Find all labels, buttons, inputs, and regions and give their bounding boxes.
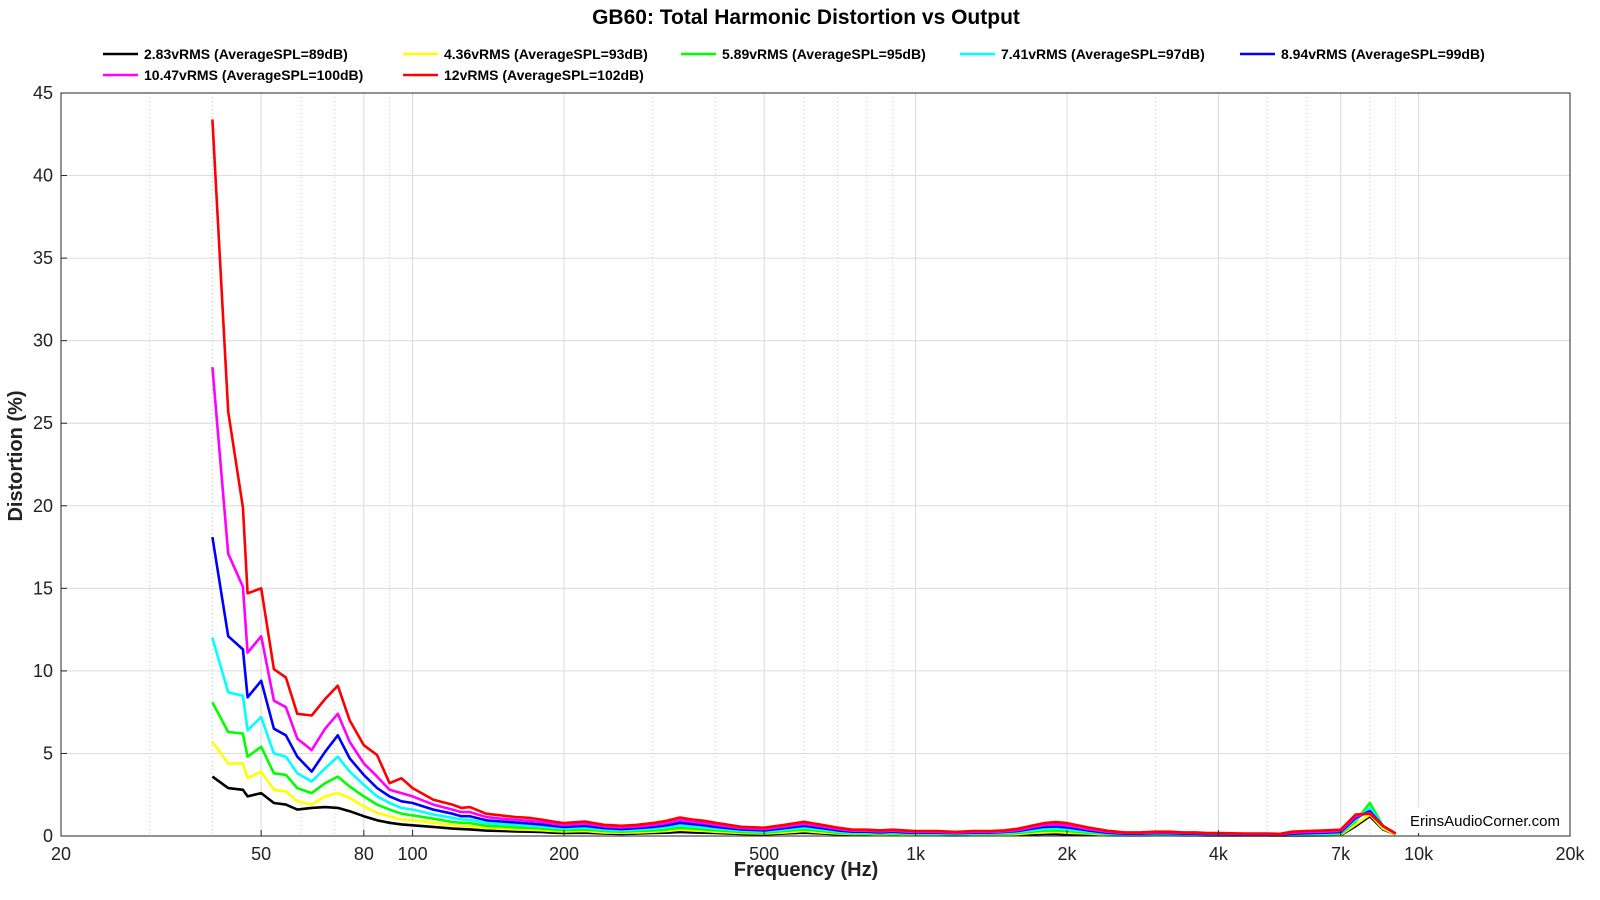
legend-item: 10.47vRMS (AverageSPL=100dB): [103, 67, 363, 83]
legend-label: 4.36vRMS (AverageSPL=93dB): [444, 46, 648, 62]
x-tick-label: 1k: [906, 844, 926, 864]
x-axis-label: Frequency (Hz): [734, 859, 878, 881]
legend-label: 7.41vRMS (AverageSPL=97dB): [1001, 46, 1205, 62]
legend-label: 12vRMS (AverageSPL=102dB): [444, 67, 644, 83]
legend-label: 5.89vRMS (AverageSPL=95dB): [722, 46, 926, 62]
legend-label: 10.47vRMS (AverageSPL=100dB): [144, 67, 363, 83]
series-line-7: [211, 119, 1397, 836]
x-tick-label: 500: [749, 844, 779, 864]
y-tick-label: 10: [33, 661, 53, 681]
x-tick-label: 200: [549, 844, 579, 864]
y-tick-label: 35: [33, 248, 53, 268]
legend-label: 8.94vRMS (AverageSPL=99dB): [1281, 46, 1485, 62]
y-tick-label: 45: [33, 83, 53, 103]
x-tick-label: 50: [251, 844, 271, 864]
legend-item: 12vRMS (AverageSPL=102dB): [403, 67, 644, 83]
watermark-text: ErinsAudioCorner.com: [1410, 813, 1560, 830]
x-axis-ticks: 20 50 80 100 200 500 1k 2k 4k 7k 10k 20k: [51, 830, 1586, 864]
chart-title: GB60: Total Harmonic Distortion vs Outpu…: [592, 6, 1020, 29]
plot-frame: [60, 92, 1571, 837]
series-layer: [211, 119, 1397, 838]
y-axis-label: Distortion (%): [5, 390, 27, 521]
major-grid: [61, 93, 1570, 836]
legend-item: 8.94vRMS (AverageSPL=99dB): [1240, 46, 1485, 62]
legend-label: 2.83vRMS (AverageSPL=89dB): [144, 46, 348, 62]
legend-item: 2.83vRMS (AverageSPL=89dB): [103, 46, 348, 62]
x-tick-label: 20: [51, 844, 71, 864]
x-tick-label: 100: [398, 844, 428, 864]
y-tick-label: 5: [43, 743, 53, 763]
y-tick-label: 30: [33, 331, 53, 351]
legend-item: 4.36vRMS (AverageSPL=93dB): [403, 46, 648, 62]
x-tick-label: 10k: [1404, 844, 1434, 864]
legend-item: 7.41vRMS (AverageSPL=97dB): [960, 46, 1205, 62]
plot-area: [61, 93, 1570, 836]
y-tick-label: 25: [33, 413, 53, 433]
y-tick-label: 0: [43, 826, 53, 846]
x-tick-label: 2k: [1057, 844, 1077, 864]
y-axis-ticks: 0 5 10 15 20 25 30 35 40 45: [33, 83, 67, 846]
y-tick-label: 15: [33, 578, 53, 598]
x-tick-label: 20k: [1555, 844, 1585, 864]
watermark: ErinsAudioCorner.com: [1402, 807, 1569, 833]
x-tick-label: 80: [354, 844, 374, 864]
y-tick-label: 20: [33, 496, 53, 516]
legend: 2.83vRMS (AverageSPL=89dB) 4.36vRMS (Aver…: [103, 46, 1485, 83]
legend-item: 5.89vRMS (AverageSPL=95dB): [681, 46, 926, 62]
x-tick-label: 7k: [1331, 844, 1351, 864]
x-tick-label: 4k: [1209, 844, 1229, 864]
y-tick-label: 40: [33, 166, 53, 186]
